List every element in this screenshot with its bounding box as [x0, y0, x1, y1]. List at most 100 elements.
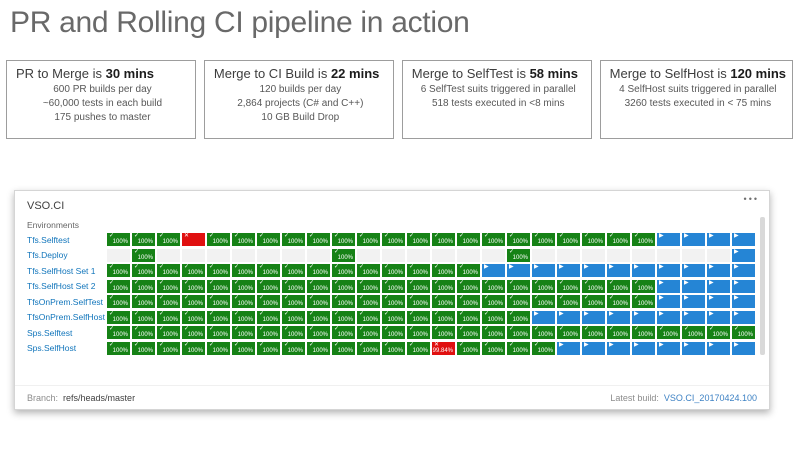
build-cell[interactable]: ▶: [557, 264, 580, 277]
build-cell[interactable]: ✓ 100%: [382, 295, 405, 308]
latest-build-link[interactable]: VSO.CI_20170424.100: [663, 392, 757, 403]
build-cell[interactable]: ✓ 100%: [557, 233, 580, 246]
build-cell[interactable]: ✓ 100%: [132, 233, 155, 246]
build-cell[interactable]: ✓ 100%: [382, 326, 405, 339]
build-cell[interactable]: ✓ 100%: [607, 295, 630, 308]
build-cell[interactable]: ✓ 100%: [232, 295, 255, 308]
build-cell[interactable]: ✓ 100%: [407, 310, 430, 324]
build-cell[interactable]: ▶: [607, 310, 630, 324]
environment-link[interactable]: Tfs.Selftest: [27, 234, 70, 245]
build-cell[interactable]: ✓ 100%: [332, 264, 355, 277]
build-cell[interactable]: ✓ 100%: [107, 233, 130, 246]
build-cell[interactable]: ▶: [732, 279, 755, 293]
build-cell[interactable]: ▶: [707, 295, 730, 308]
build-cell[interactable]: ✓ 100%: [432, 264, 455, 277]
build-cell[interactable]: ✓ 100%: [332, 341, 355, 355]
build-cell[interactable]: ✓ 100%: [232, 233, 255, 246]
build-cell[interactable]: ▶: [557, 310, 580, 324]
build-cell[interactable]: ✓ 100%: [657, 326, 680, 339]
build-cell[interactable]: ▶: [632, 341, 655, 355]
build-cell[interactable]: ✓ 100%: [407, 264, 430, 277]
build-cell[interactable]: ▶: [682, 264, 705, 277]
build-cell[interactable]: ✓ 100%: [482, 279, 505, 293]
build-cell[interactable]: ✓ 100%: [557, 279, 580, 293]
build-cell[interactable]: ✓ 100%: [107, 326, 130, 339]
build-cell[interactable]: ✓ 100%: [532, 295, 555, 308]
build-cell[interactable]: ✓ 100%: [282, 341, 305, 355]
build-cell[interactable]: ✓ 100%: [357, 233, 380, 246]
build-cell[interactable]: ✓ 100%: [307, 264, 330, 277]
build-cell[interactable]: ▶: [707, 264, 730, 277]
build-cell[interactable]: ▶: [657, 295, 680, 308]
build-cell[interactable]: ✓ 100%: [307, 326, 330, 339]
ellipsis-menu-icon[interactable]: •••: [743, 194, 759, 204]
build-cell[interactable]: ✓ 100%: [582, 279, 605, 293]
environment-link[interactable]: Tfs.SelfHost Set 2: [27, 281, 96, 291]
build-cell[interactable]: ▶: [582, 341, 605, 355]
build-cell[interactable]: ▶: [557, 341, 580, 355]
build-cell[interactable]: ✓ 100%: [132, 264, 155, 277]
build-cell[interactable]: ✓ 100%: [157, 295, 180, 308]
environment-link[interactable]: Tfs.Deploy: [27, 250, 68, 260]
build-cell[interactable]: ✓ 100%: [307, 310, 330, 324]
build-cell[interactable]: ✓ 100%: [307, 233, 330, 246]
build-cell[interactable]: ▶: [682, 341, 705, 355]
build-cell[interactable]: ✓ 100%: [557, 295, 580, 308]
build-cell[interactable]: ✓ 100%: [432, 279, 455, 293]
build-cell[interactable]: ✓ 100%: [257, 310, 280, 324]
build-cell[interactable]: ✓ 100%: [632, 295, 655, 308]
build-cell[interactable]: ▶: [732, 248, 755, 262]
build-cell[interactable]: ✓ 100%: [332, 326, 355, 339]
environment-link[interactable]: TfsOnPrem.SelfTest: [27, 296, 104, 307]
build-cell[interactable]: ✓ 100%: [607, 279, 630, 293]
build-cell[interactable]: ✓ 100%: [282, 310, 305, 324]
environment-link[interactable]: Tfs.SelfHost Set 1: [27, 265, 96, 276]
build-cell[interactable]: ✓ 100%: [232, 279, 255, 293]
build-cell[interactable]: ✓ 100%: [232, 264, 255, 277]
build-cell[interactable]: ✓ 100%: [282, 233, 305, 246]
build-cell[interactable]: ▶: [732, 310, 755, 324]
build-cell[interactable]: ✓ 100%: [182, 310, 205, 324]
build-cell[interactable]: ✓ 100%: [507, 295, 530, 308]
build-cell[interactable]: ✓ 100%: [182, 264, 205, 277]
build-cell[interactable]: ✓ 100%: [607, 233, 630, 246]
build-cell[interactable]: ▶: [732, 341, 755, 355]
build-cell[interactable]: ✓ 100%: [132, 341, 155, 355]
build-cell[interactable]: ✓ 100%: [207, 310, 230, 324]
build-cell[interactable]: ▶: [482, 264, 505, 277]
build-cell[interactable]: ✓ 100%: [582, 326, 605, 339]
build-cell[interactable]: ✓ 100%: [207, 326, 230, 339]
build-cell[interactable]: ✓ 100%: [532, 233, 555, 246]
build-cell[interactable]: ✓ 100%: [357, 310, 380, 324]
build-cell[interactable]: ✓ 100%: [257, 233, 280, 246]
build-cell[interactable]: ✓ 100%: [582, 233, 605, 246]
build-cell[interactable]: ✓ 100%: [157, 279, 180, 293]
build-cell[interactable]: ▶: [532, 310, 555, 324]
build-cell[interactable]: ✓ 100%: [482, 310, 505, 324]
build-cell[interactable]: ✓ 100%: [107, 310, 130, 324]
build-cell[interactable]: ✓ 100%: [682, 326, 705, 339]
build-cell[interactable]: ✓ 100%: [507, 248, 530, 262]
build-cell[interactable]: ✓ 100%: [532, 326, 555, 339]
build-cell[interactable]: ✓ 100%: [332, 310, 355, 324]
build-cell[interactable]: ▶: [682, 295, 705, 308]
build-cell[interactable]: ✓ 100%: [107, 295, 130, 308]
build-cell[interactable]: ✓ 100%: [157, 326, 180, 339]
build-cell[interactable]: ✓ 100%: [357, 295, 380, 308]
vertical-scrollbar[interactable]: [760, 217, 765, 355]
build-cell[interactable]: ✓ 100%: [132, 295, 155, 308]
build-cell[interactable]: ✓ 100%: [232, 341, 255, 355]
build-cell[interactable]: ▶: [582, 310, 605, 324]
build-cell[interactable]: ✓ 100%: [282, 295, 305, 308]
build-cell[interactable]: ✓ 100%: [407, 326, 430, 339]
build-cell[interactable]: ✓ 100%: [407, 341, 430, 355]
build-cell[interactable]: ✓ 100%: [457, 264, 480, 277]
build-cell[interactable]: ✓ 100%: [157, 310, 180, 324]
build-cell[interactable]: ▶: [682, 310, 705, 324]
build-cell[interactable]: ✓ 100%: [107, 279, 130, 293]
build-cell[interactable]: ✓ 100%: [382, 264, 405, 277]
build-cell[interactable]: ▶: [732, 264, 755, 277]
build-cell[interactable]: ▶: [657, 341, 680, 355]
build-cell[interactable]: ✓ 100%: [357, 264, 380, 277]
build-cell[interactable]: ✓ 100%: [582, 295, 605, 308]
